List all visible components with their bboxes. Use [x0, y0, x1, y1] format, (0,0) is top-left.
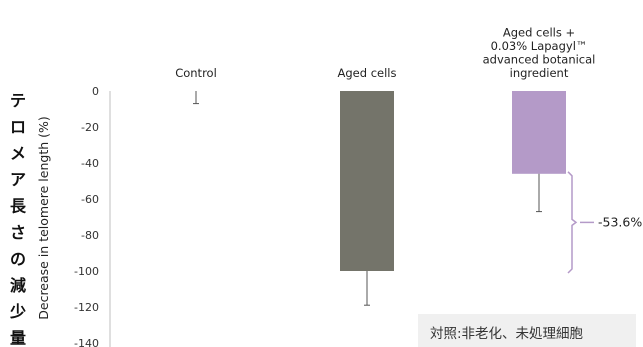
bracket	[567, 171, 594, 274]
y-tick-label: 0	[92, 85, 99, 98]
japanese-label-char: 少	[9, 302, 26, 321]
japanese-label-char: 長	[10, 197, 27, 216]
bar	[340, 91, 394, 271]
y-tick-label: -40	[81, 157, 99, 170]
difference-annotation: -53.6%	[567, 171, 642, 274]
error-bar	[536, 173, 542, 213]
y-axis: 0 -20 -40 -60 -80 -100 -120 -140	[74, 85, 111, 347]
category-label: advanced botanical	[483, 53, 596, 67]
y-axis-label: Decrease in telomere length (%)	[36, 116, 51, 320]
y-tick-label: -60	[81, 193, 99, 206]
category-label: Aged cells +	[503, 26, 575, 40]
japanese-label-char: メ	[10, 144, 26, 163]
japanese-label-char: 量	[10, 329, 26, 347]
category-label: Aged cells	[338, 66, 397, 80]
japanese-label-char: ロ	[10, 117, 26, 136]
note-text: 対照:非老化、未処理細胞	[430, 326, 584, 342]
bars	[169, 91, 566, 271]
annotation-label: -53.6%	[598, 214, 642, 229]
note-box	[418, 314, 636, 347]
error-bar	[364, 271, 370, 306]
japanese-label-char: さ	[10, 223, 26, 242]
error-bar	[193, 91, 199, 105]
category-labels: Control Aged cells Aged cells +0.03% Lapag…	[175, 26, 595, 81]
japanese-label-char: ア	[10, 170, 26, 189]
japanese-label-char: テ	[10, 91, 26, 110]
japanese-label-char: 減	[10, 276, 26, 295]
category-label: ingredient	[510, 66, 569, 80]
y-tick-label: -140	[74, 337, 99, 347]
y-tick-label: -120	[74, 301, 99, 314]
y-tick-label: -100	[74, 265, 99, 278]
error-bars	[193, 91, 542, 306]
category-label: 0.03% Lapagyl™	[491, 39, 588, 53]
category-label: Control	[175, 66, 217, 80]
japanese-label-char: の	[10, 249, 26, 268]
bar	[512, 91, 566, 174]
y-tick-label: -20	[81, 121, 99, 134]
y-tick-label: -80	[81, 229, 99, 242]
